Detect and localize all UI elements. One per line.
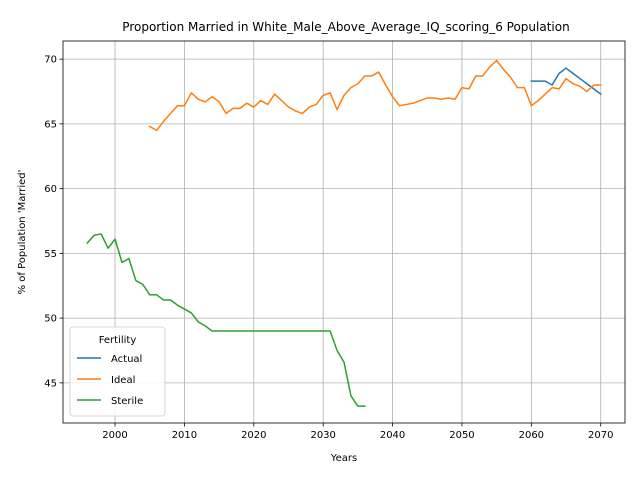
y-axis-label: % of Population 'Married' bbox=[17, 170, 28, 295]
legend-box bbox=[69, 326, 166, 417]
y-tick-label: 50 bbox=[44, 314, 57, 325]
x-tick-label: 2060 bbox=[519, 430, 544, 441]
x-tick-label: 2000 bbox=[102, 430, 127, 441]
chart-title: Proportion Married in White_Male_Above_A… bbox=[122, 20, 569, 34]
legend-label-sterile: Sterile bbox=[111, 396, 143, 407]
y-tick-label: 55 bbox=[44, 249, 57, 260]
x-tick-label: 2040 bbox=[380, 430, 405, 441]
y-tick-label: 65 bbox=[44, 119, 57, 130]
y-tick-label: 70 bbox=[44, 55, 57, 66]
x-tick-label: 2070 bbox=[588, 430, 613, 441]
x-tick-label: 2010 bbox=[172, 430, 197, 441]
plot-area-frame bbox=[62, 40, 626, 424]
x-tick-label: 2030 bbox=[310, 430, 335, 441]
y-axis: 45 50 55 60 65 70 bbox=[44, 55, 63, 389]
x-tick-label: 2020 bbox=[241, 430, 266, 441]
series-line-actual bbox=[530, 67, 602, 96]
series-line-sterile bbox=[86, 233, 366, 407]
legend-title: Fertility bbox=[99, 335, 137, 346]
legend: Fertility Actual Ideal Sterile bbox=[69, 326, 166, 417]
legend-label-ideal: Ideal bbox=[111, 375, 135, 386]
y-tick-label: 60 bbox=[44, 184, 57, 195]
x-axis-label: Years bbox=[330, 453, 357, 464]
y-tick-label: 45 bbox=[44, 378, 57, 389]
x-tick-label: 2050 bbox=[449, 430, 474, 441]
series-line-ideal bbox=[148, 59, 602, 132]
legend-label-actual: Actual bbox=[111, 354, 142, 365]
x-axis: 2000 2010 2020 2030 2040 2050 2060 2070 bbox=[102, 423, 613, 441]
series-layer bbox=[86, 59, 602, 407]
